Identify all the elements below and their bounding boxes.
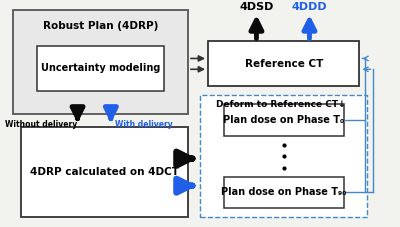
- Bar: [200, 95, 368, 217]
- Text: With delivery: With delivery: [115, 120, 173, 129]
- Bar: [224, 104, 344, 136]
- Text: 4DRP calculated on 4DCT: 4DRP calculated on 4DCT: [30, 167, 179, 177]
- Text: Uncertainty modeling: Uncertainty modeling: [41, 63, 160, 73]
- Text: Plan dose on Phase T₉₀: Plan dose on Phase T₉₀: [221, 188, 346, 197]
- Text: Without delivery: Without delivery: [5, 120, 77, 129]
- Text: Deform to Reference CT↓: Deform to Reference CT↓: [216, 100, 346, 109]
- Text: Robust Plan (4DRP): Robust Plan (4DRP): [43, 20, 158, 30]
- Text: 4DSD: 4DSD: [239, 2, 274, 12]
- Text: Reference CT: Reference CT: [244, 59, 323, 69]
- Text: Plan dose on Phase T₀: Plan dose on Phase T₀: [223, 115, 344, 125]
- Bar: [13, 10, 188, 114]
- Text: 4DDD: 4DDD: [292, 2, 327, 12]
- Bar: [224, 177, 344, 208]
- Bar: [36, 46, 164, 91]
- Bar: [21, 127, 188, 217]
- Bar: [208, 41, 360, 86]
